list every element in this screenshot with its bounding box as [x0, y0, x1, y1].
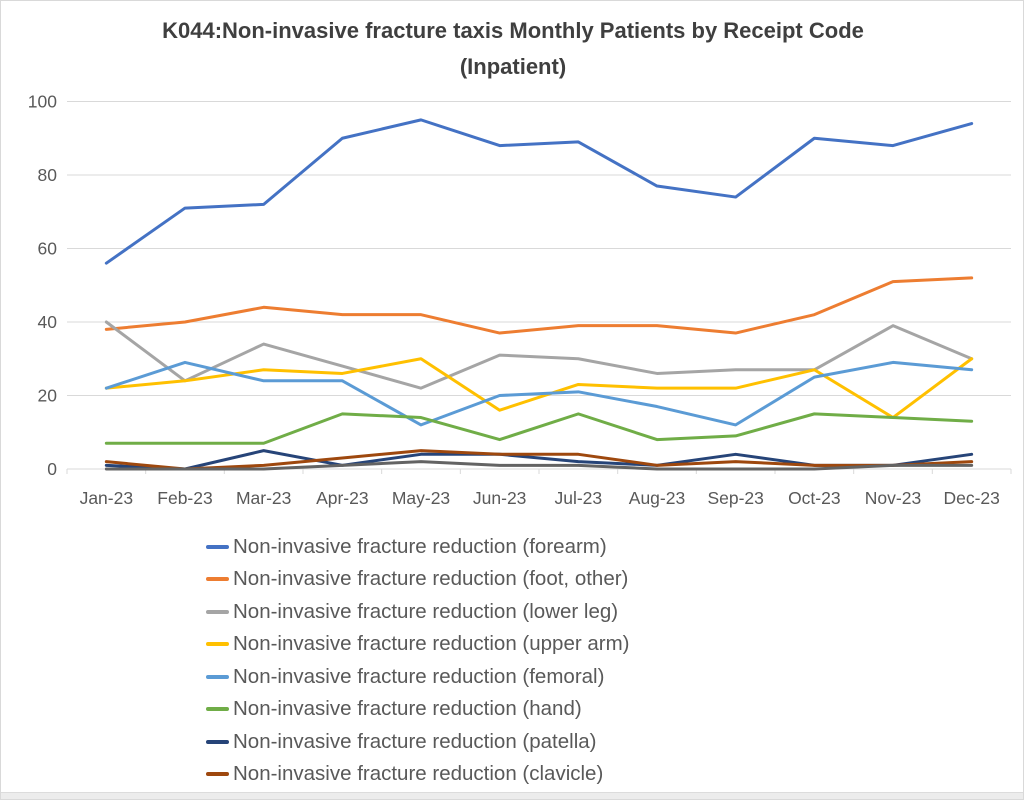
- legend-swatch-icon: [206, 739, 229, 744]
- x-axis-label-mar-23: Mar-23: [236, 488, 291, 508]
- chart-title-line2: (Inpatient): [459, 54, 567, 79]
- legend-label: Non-invasive fracture reduction (clavicl…: [233, 762, 604, 786]
- legend-label: Non-invasive fracture reduction (patella…: [233, 729, 597, 753]
- legend-label: Non-invasive fracture reduction (upper a…: [233, 632, 630, 656]
- y-axis-tick-label: 80: [38, 165, 58, 185]
- y-axis-tick-label: 60: [38, 239, 58, 259]
- y-axis-tick-label: 0: [47, 459, 57, 479]
- legend-swatch-icon: [206, 642, 229, 647]
- legend-swatch-icon: [206, 707, 229, 712]
- y-axis-tick-label: 100: [28, 92, 57, 112]
- legend-item-patella: Non-invasive fracture reduction (patella…: [206, 730, 630, 754]
- y-axis-tick-label: 20: [38, 386, 58, 406]
- x-axis-label-sep-23: Sep-23: [707, 488, 763, 508]
- line-series-hand: [104, 412, 974, 445]
- chart-legend: Non-invasive fracture reduction (forearm…: [206, 535, 630, 795]
- x-axis-label-jul-23: Jul-23: [554, 488, 602, 508]
- legend-item-upper-arm: Non-invasive fracture reduction (upper a…: [206, 632, 630, 657]
- bottom-edge-strip: [1, 792, 1023, 799]
- legend-item-clavicle: Non-invasive fracture reduction (clavicl…: [206, 762, 630, 787]
- legend-swatch-icon: [206, 609, 229, 614]
- line-series-forearm: [104, 118, 974, 265]
- legend-label: Non-invasive fracture reduction (hand): [233, 697, 582, 721]
- legend-item-forearm: Non-invasive fracture reduction (forearm…: [206, 535, 630, 559]
- chart-title: K044:Non-invasive fracture taxis Monthly…: [1, 13, 1023, 85]
- x-axis-label-nov-23: Nov-23: [865, 488, 921, 508]
- x-axis-label-apr-23: Apr-23: [316, 488, 369, 508]
- legend-label: Non-invasive fracture reduction (foot, o…: [233, 567, 629, 591]
- x-axis-label-jan-23: Jan-23: [80, 488, 134, 508]
- x-axis-label-may-23: May-23: [392, 488, 450, 508]
- x-axis-label-oct-23: Oct-23: [788, 488, 841, 508]
- legend-swatch-icon: [206, 674, 229, 679]
- legend-item-foot-other: Non-invasive fracture reduction (foot, o…: [206, 567, 630, 592]
- y-axis-tick-label: 40: [38, 312, 58, 332]
- x-axis-label-dec-23: Dec-23: [943, 488, 999, 508]
- legend-label: Non-invasive fracture reduction (femoral…: [233, 664, 605, 688]
- legend-label: Non-invasive fracture reduction (forearm…: [233, 534, 607, 558]
- legend-item-hand: Non-invasive fracture reduction (hand): [206, 697, 630, 722]
- legend-item-femoral: Non-invasive fracture reduction (femoral…: [206, 665, 630, 689]
- line-series-unlabeled: [104, 460, 974, 471]
- line-series-foot-other: [104, 276, 974, 335]
- chart-title-line1: K044:Non-invasive fracture taxis Monthly…: [162, 18, 864, 43]
- legend-swatch-icon: [206, 772, 229, 777]
- legend-swatch-icon: [206, 544, 229, 549]
- x-axis-label-aug-23: Aug-23: [629, 488, 685, 508]
- legend-label: Non-invasive fracture reduction (lower l…: [233, 599, 619, 623]
- plot-area: 0 20 40 60 80 100 Jan-23 Feb-23 Mar-23 Apr-23 May-…: [28, 92, 1012, 508]
- legend-swatch-icon: [206, 577, 229, 582]
- x-axis-label-jun-23: Jun-23: [473, 488, 527, 508]
- legend-item-lower-leg: Non-invasive fracture reduction (lower l…: [206, 600, 630, 624]
- x-axis-label-feb-23: Feb-23: [157, 488, 212, 508]
- line-series-lower-leg: [104, 320, 974, 390]
- line-series-femoral: [104, 360, 974, 427]
- line-series-clavicle: [104, 449, 974, 471]
- line-series-upper-arm: [104, 357, 974, 420]
